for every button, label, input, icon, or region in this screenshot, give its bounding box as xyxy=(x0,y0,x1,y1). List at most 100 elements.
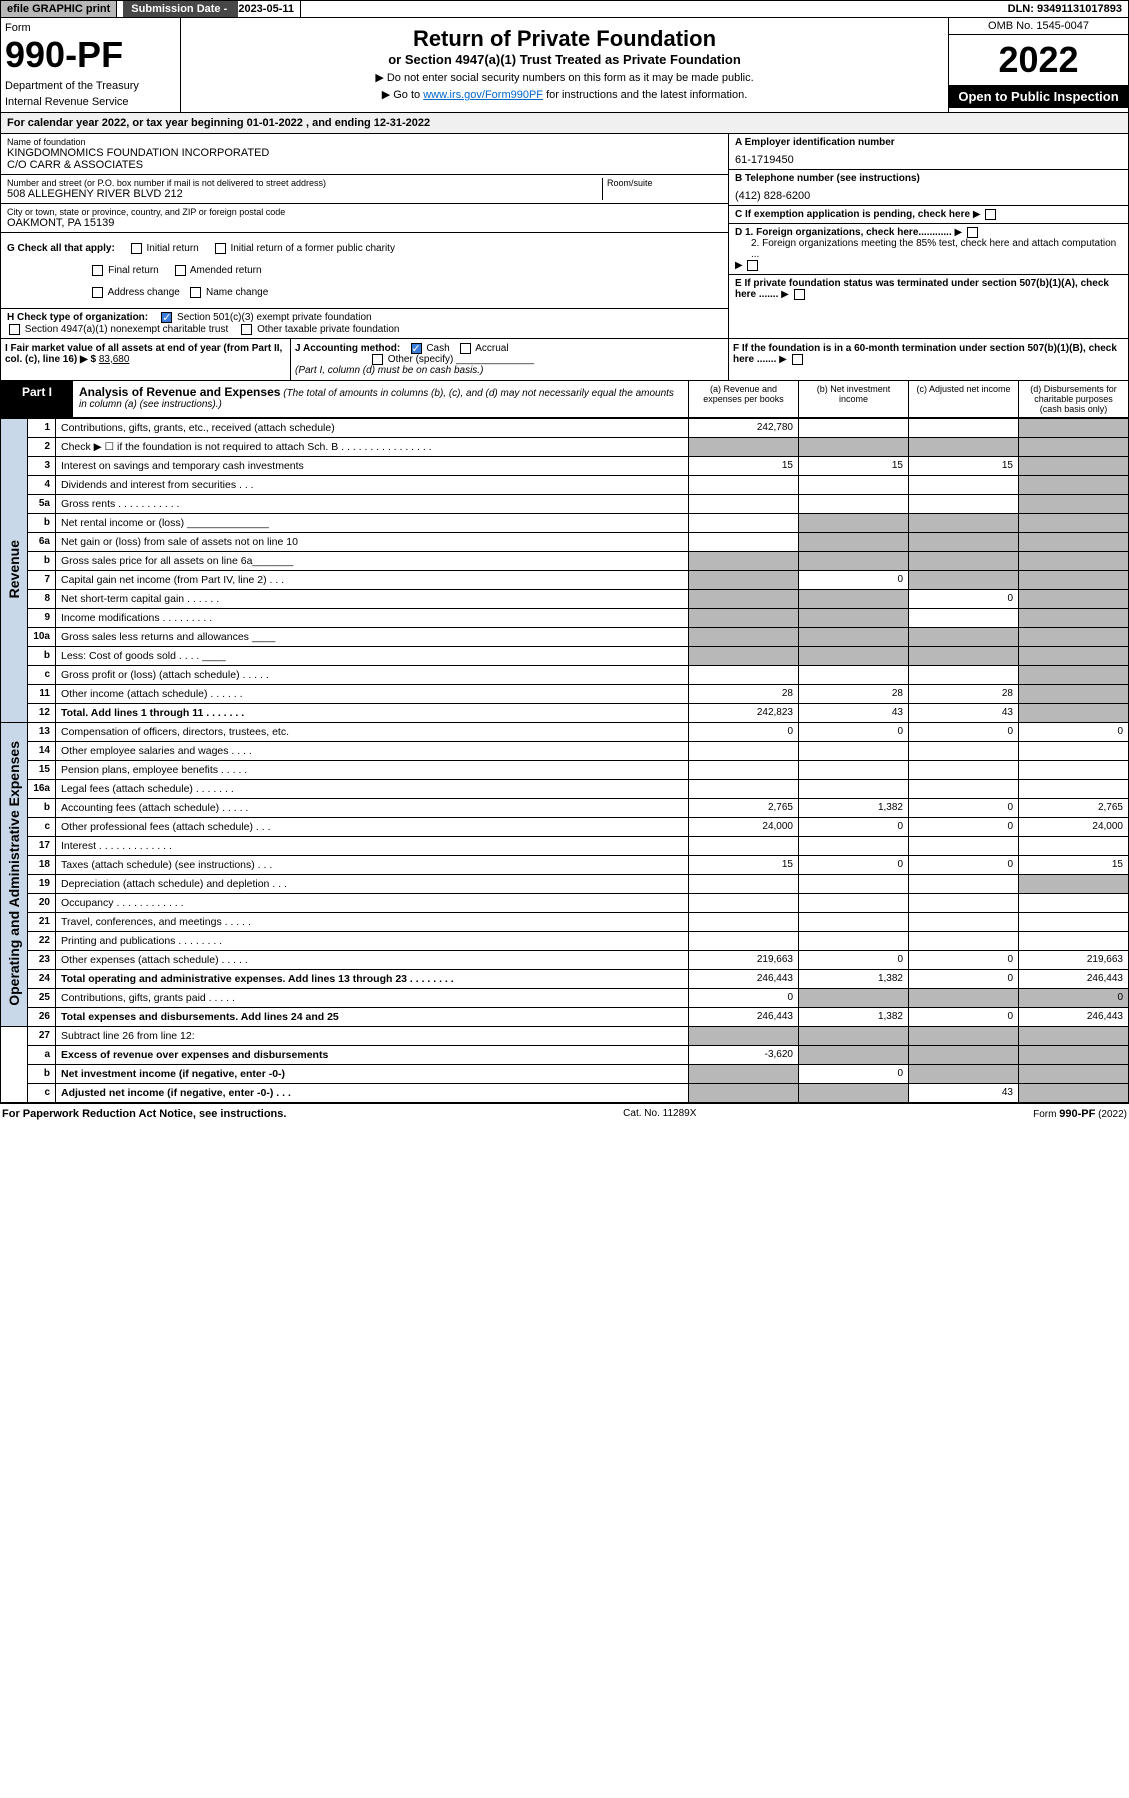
row-desc: Check ▶ ☐ if the foundation is not requi… xyxy=(56,437,689,456)
c-check[interactable] xyxy=(985,209,996,220)
col-c-header: (c) Adjusted net income xyxy=(908,381,1018,417)
amended-return-check[interactable] xyxy=(175,265,186,276)
table-row: 7Capital gain net income (from Part IV, … xyxy=(1,570,1129,589)
row-number: 6a xyxy=(28,532,56,551)
cell-value xyxy=(689,532,799,551)
row-number: 21 xyxy=(28,912,56,931)
table-row: 20Occupancy . . . . . . . . . . . . xyxy=(1,893,1129,912)
cell-value xyxy=(799,1083,909,1102)
cell-value xyxy=(799,893,909,912)
initial-former-check[interactable] xyxy=(215,243,226,254)
other-taxable-check[interactable] xyxy=(241,324,252,335)
cell-value: 0 xyxy=(1019,722,1129,741)
table-row: bLess: Cost of goods sold . . . . ____ xyxy=(1,646,1129,665)
initial-return-check[interactable] xyxy=(131,243,142,254)
accrual-check[interactable] xyxy=(460,343,471,354)
address-cell: Number and street (or P.O. box number if… xyxy=(1,175,728,204)
tax-year: 2022 xyxy=(949,35,1128,85)
row-desc: Net short-term capital gain . . . . . . xyxy=(56,589,689,608)
table-row: 6aNet gain or (loss) from sale of assets… xyxy=(1,532,1129,551)
cell-value xyxy=(799,1026,909,1045)
name-change-check[interactable] xyxy=(190,287,201,298)
cell-value: 2,765 xyxy=(1019,798,1129,817)
cell-value xyxy=(799,988,909,1007)
form-subtitle: or Section 4947(a)(1) Trust Treated as P… xyxy=(189,52,940,67)
cell-value xyxy=(1019,608,1129,627)
cell-value xyxy=(799,836,909,855)
cell-value: 0 xyxy=(799,1064,909,1083)
cell-value: 1,382 xyxy=(799,969,909,988)
row-number: 13 xyxy=(28,722,56,741)
row-desc: Taxes (attach schedule) (see instruction… xyxy=(56,855,689,874)
submission-date: Submission Date - 2023-05-11 xyxy=(117,1,301,17)
row-desc: Income modifications . . . . . . . . . xyxy=(56,608,689,627)
cell-value xyxy=(1019,456,1129,475)
cell-value xyxy=(909,627,1019,646)
cell-value xyxy=(909,513,1019,532)
foundation-name-cell: Name of foundation KINGDOMNOMICS FOUNDAT… xyxy=(1,134,728,175)
cell-value: 219,663 xyxy=(689,950,799,969)
efile-label[interactable]: efile GRAPHIC print xyxy=(1,1,117,17)
top-bar: efile GRAPHIC print Submission Date - 20… xyxy=(0,0,1129,18)
row-desc: Pension plans, employee benefits . . . .… xyxy=(56,760,689,779)
row-desc: Interest . . . . . . . . . . . . . xyxy=(56,836,689,855)
row-desc: Gross profit or (loss) (attach schedule)… xyxy=(56,665,689,684)
501c3-check[interactable] xyxy=(161,312,172,323)
d2-check[interactable] xyxy=(747,260,758,271)
cell-value xyxy=(1019,912,1129,931)
cell-value: 242,823 xyxy=(689,703,799,722)
form-title: Return of Private Foundation xyxy=(189,26,940,52)
d1-check[interactable] xyxy=(967,227,978,238)
row-number: 9 xyxy=(28,608,56,627)
f-check[interactable] xyxy=(792,354,803,365)
cell-value xyxy=(689,494,799,513)
cell-value: 246,443 xyxy=(1019,1007,1129,1026)
cell-value: 0 xyxy=(799,817,909,836)
table-row: 2Check ▶ ☐ if the foundation is not requ… xyxy=(1,437,1129,456)
cell-value xyxy=(689,513,799,532)
cell-value: 246,443 xyxy=(1019,969,1129,988)
cell-value xyxy=(909,646,1019,665)
final-return-check[interactable] xyxy=(92,265,103,276)
instructions-link[interactable]: www.irs.gov/Form990PF xyxy=(423,89,543,101)
part-header: Part I Analysis of Revenue and Expenses … xyxy=(0,381,1129,418)
side-label: Operating and Administrative Expenses xyxy=(1,722,28,1026)
table-row: 18Taxes (attach schedule) (see instructi… xyxy=(1,855,1129,874)
cell-value xyxy=(689,760,799,779)
cell-value: 43 xyxy=(909,1083,1019,1102)
cell-value: 43 xyxy=(909,703,1019,722)
cell-value xyxy=(799,627,909,646)
cell-value xyxy=(689,1064,799,1083)
cell-value xyxy=(689,931,799,950)
row-number: b xyxy=(28,513,56,532)
other-method-check[interactable] xyxy=(372,354,383,365)
4947-check[interactable] xyxy=(9,324,20,335)
table-row: 24Total operating and administrative exp… xyxy=(1,969,1129,988)
cell-value: 0 xyxy=(799,855,909,874)
cell-value xyxy=(689,1083,799,1102)
cell-value xyxy=(909,1064,1019,1083)
cell-value xyxy=(909,494,1019,513)
row-number: 12 xyxy=(28,703,56,722)
cash-check[interactable] xyxy=(411,343,422,354)
row-number: 10a xyxy=(28,627,56,646)
cell-value xyxy=(1019,418,1129,437)
table-row: 16aLegal fees (attach schedule) . . . . … xyxy=(1,779,1129,798)
cell-value xyxy=(689,893,799,912)
row-desc: Subtract line 26 from line 12: xyxy=(56,1026,689,1045)
address-change-check[interactable] xyxy=(92,287,103,298)
cell-value xyxy=(689,551,799,570)
row-desc: Dividends and interest from securities .… xyxy=(56,475,689,494)
cell-value: 1,382 xyxy=(799,798,909,817)
cell-value xyxy=(909,1045,1019,1064)
row-number: 20 xyxy=(28,893,56,912)
row-number: c xyxy=(28,817,56,836)
cell-value xyxy=(799,532,909,551)
cell-value xyxy=(799,437,909,456)
cell-value xyxy=(799,760,909,779)
row-desc: Excess of revenue over expenses and disb… xyxy=(56,1045,689,1064)
row-number: 27 xyxy=(28,1026,56,1045)
table-row: 10aGross sales less returns and allowanc… xyxy=(1,627,1129,646)
row-desc: Other expenses (attach schedule) . . . .… xyxy=(56,950,689,969)
e-check[interactable] xyxy=(794,289,805,300)
